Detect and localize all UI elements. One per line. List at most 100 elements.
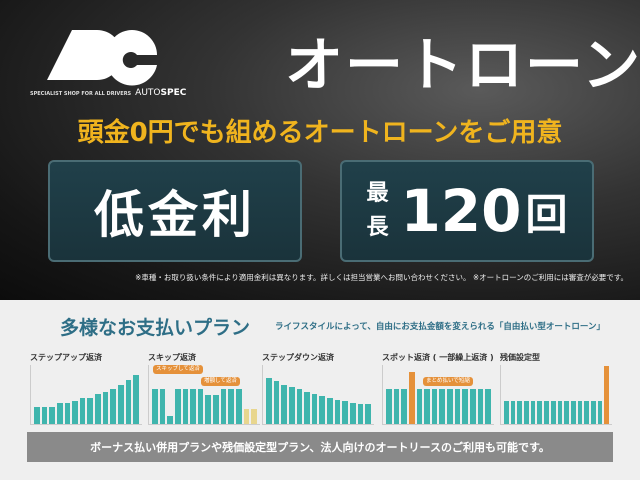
plan-bar <box>570 400 576 424</box>
brand-name-thin: AUTO <box>135 88 161 98</box>
disclaimer-note: ※車種・お取り扱い条件により適用金利は異なります。詳しくは担当営業へお問い合わせ… <box>135 273 628 282</box>
plan-bar <box>311 393 318 424</box>
plan-bar <box>182 389 189 424</box>
plan-bar <box>228 389 235 424</box>
hero-banner: SPECIALIST SHOP FOR ALL DRIVERS AUTOSPEC… <box>0 0 640 300</box>
plan-bar <box>590 400 596 424</box>
plan-bar <box>273 381 280 424</box>
plan-bar <box>34 406 40 424</box>
plan-bar <box>72 400 78 424</box>
plan-bar <box>281 384 287 424</box>
plan-bar <box>357 404 364 424</box>
plan-bar <box>87 398 94 424</box>
plan-bar <box>504 400 509 424</box>
plan-chart: スポット返済 ( 一部繰上返済 ) まとめ払いで短縮 <box>382 342 494 425</box>
plan-bar <box>304 391 310 424</box>
plan-bar <box>408 371 415 424</box>
plan-bar <box>431 389 438 424</box>
plan-bar <box>470 389 476 424</box>
plan-chart-label: ステップダウン返済 <box>262 353 334 362</box>
plan-chart-plot: まとめ払いで短縮 <box>382 365 494 425</box>
plan-bar <box>133 375 139 424</box>
plan-tag: スキップして返済 <box>153 365 203 374</box>
plan-chart: ステップアップ返済 <box>30 342 142 425</box>
brand-name-bold: SPEC <box>160 88 187 98</box>
plan-bar <box>205 395 212 424</box>
plan-bar <box>334 399 341 424</box>
footer-banner: ボーナス払い併用プランや残価設定型プラン、法人向けのオートリースのご利用も可能で… <box>27 432 613 462</box>
max-label-1: 最 <box>366 181 389 206</box>
plan-bar <box>236 389 242 424</box>
plan-bar <box>604 366 609 424</box>
plan-bar <box>550 400 556 424</box>
plan-bar <box>342 400 349 424</box>
max-installments-unit: 回 <box>525 189 568 239</box>
plan-bar <box>424 389 430 424</box>
plan-bar <box>537 400 543 424</box>
plan-bar <box>197 389 204 424</box>
max-label-2: 長 <box>366 215 389 240</box>
lead-text: 頭金0円でも組めるオートローンをご用意 <box>77 118 563 148</box>
plan-bar <box>477 389 484 424</box>
plan-bar <box>416 389 423 424</box>
plan-bar <box>350 403 356 424</box>
plan-bar <box>393 389 400 424</box>
plan-bar <box>288 386 295 424</box>
plan-bar <box>159 389 166 424</box>
plan-bar <box>485 389 491 424</box>
plan-chart: スキップ返済スキップして返済増額して返済 <box>148 342 260 425</box>
plan-bar <box>327 398 333 424</box>
plan-bar <box>152 389 158 424</box>
plan-bar <box>454 389 461 424</box>
plan-tag: 増額して返済 <box>201 377 240 386</box>
plan-bar <box>584 400 589 424</box>
plan-bar <box>118 384 124 424</box>
plan-bar <box>577 400 583 424</box>
plan-bar <box>510 400 516 424</box>
plan-bar <box>95 393 101 424</box>
plan-bar <box>296 389 303 424</box>
plan-tag: まとめ払いで短縮 <box>423 377 473 386</box>
plan-bar <box>439 389 446 424</box>
plan-bar <box>597 400 603 424</box>
plan-chart-plot <box>30 365 142 425</box>
plan-bar <box>125 379 132 424</box>
plan-bar <box>64 403 71 424</box>
plan-chart-plot: スキップして返済増額して返済 <box>148 365 260 425</box>
max-installments-box: 最長 120 回 <box>340 160 594 262</box>
plan-bar <box>544 400 549 424</box>
plans-title: 多様なお支払いプラン <box>60 317 251 339</box>
brand-row: SPECIALIST SHOP FOR ALL DRIVERS AUTOSPEC <box>30 88 186 98</box>
plan-bar <box>557 400 563 424</box>
plan-chart: 残価設定型 <box>500 342 612 425</box>
plan-bar <box>266 377 272 424</box>
low-rate-box: 低金利 <box>48 160 302 262</box>
plan-bar <box>517 400 523 424</box>
max-installments-number: 120 <box>400 177 522 245</box>
plan-chart-label: 残価設定型 <box>500 353 540 362</box>
page-title: オートローン <box>285 31 640 99</box>
plan-bar <box>174 389 181 424</box>
plan-bar <box>41 406 48 424</box>
plan-bar <box>190 389 196 424</box>
plan-bar <box>102 391 109 424</box>
plan-bar <box>365 404 371 424</box>
plan-bar <box>49 406 55 424</box>
plan-bar <box>220 389 227 424</box>
plan-chart-label: スキップ返済 <box>148 353 196 362</box>
plan-bar <box>167 415 173 424</box>
brand-tagline: SPECIALIST SHOP FOR ALL DRIVERS <box>30 91 132 97</box>
plan-bar <box>447 389 453 424</box>
plan-bar <box>462 389 469 424</box>
plan-bar <box>79 398 86 424</box>
plan-bar <box>213 395 219 424</box>
plan-bar <box>319 396 326 424</box>
plan-chart-label: スポット返済 ( 一部繰上返済 ) <box>382 353 494 362</box>
dc-logo <box>47 30 157 86</box>
plan-bar <box>110 389 117 424</box>
plan-bar <box>564 400 569 424</box>
plan-bar <box>386 389 392 424</box>
plan-bar <box>56 403 63 424</box>
plans-subtitle: ライフスタイルによって、自由にお支払金額を変えられる「自由払い型オートローン」 <box>275 322 605 332</box>
plan-chart-plot <box>500 365 612 425</box>
